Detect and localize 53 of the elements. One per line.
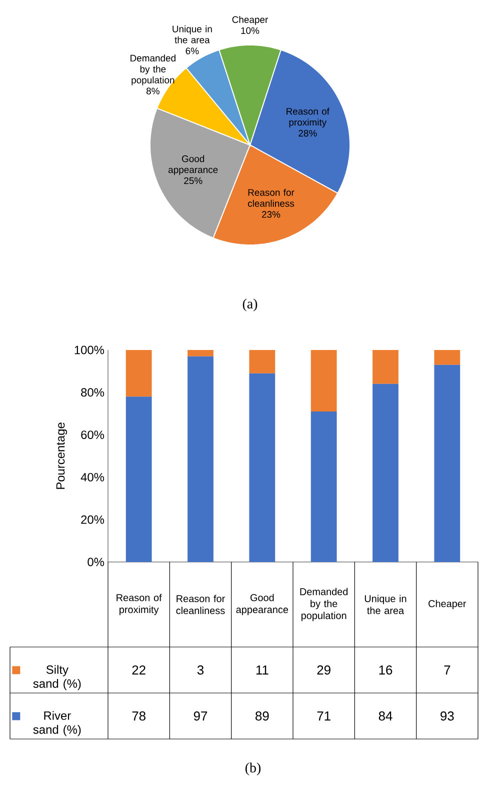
data-label: 25% [184, 177, 202, 184]
bar [126, 350, 152, 397]
data-label: 6% [186, 48, 199, 54]
data-label: 23% [262, 211, 280, 218]
data-label: 16 [379, 665, 392, 675]
slice-label: Cheaper [232, 16, 268, 25]
data-label: 7 [444, 666, 450, 674]
slice-label: Reason of proximity [286, 108, 330, 128]
data-label: 97 [194, 711, 208, 721]
data-label: 29 [317, 665, 330, 675]
x-tick-label: Demanded by the population [300, 588, 348, 622]
bar [249, 373, 276, 562]
bar [310, 411, 337, 562]
legend-label: River sand (%) [33, 711, 81, 736]
data-label: 11 [256, 666, 268, 674]
bar [249, 350, 276, 374]
data-label: 84 [378, 711, 392, 721]
y-tick-label: 60% [81, 430, 104, 440]
y-tick-label: 0% [88, 558, 104, 566]
data-label: 22 [132, 665, 146, 675]
x-tick-label: Cheaper [428, 600, 466, 610]
y-axis-title: Pourcentage [56, 422, 68, 489]
data-label: 28% [298, 130, 317, 137]
x-tick-label: Reason for cleanliness [176, 594, 225, 614]
bar [188, 356, 214, 562]
x-tick-label: Good appearance [236, 594, 288, 616]
slice-label: Good appearance [168, 155, 218, 175]
data-label: 93 [440, 711, 454, 721]
x-tick-label: Reason of proximity [116, 594, 162, 616]
data-label: 10% [241, 27, 260, 34]
bar [372, 350, 398, 384]
bar [310, 350, 337, 412]
data-label: 3 [197, 665, 204, 675]
bar [372, 384, 398, 562]
data-label: 8% [146, 88, 160, 94]
y-tick-label: 20% [81, 515, 104, 524]
slice-label: Reason for cleanliness [248, 188, 294, 207]
bar [188, 350, 214, 356]
bar [126, 396, 152, 562]
data-label: 71 [317, 712, 330, 720]
y-tick-label: 40% [80, 472, 104, 482]
x-tick-label: Unique in the area [364, 594, 406, 614]
legend-label: Silty sand (%) [33, 665, 81, 690]
y-tick-label: 80% [81, 388, 104, 397]
text: (a) [242, 298, 258, 312]
text: (b) [245, 762, 261, 776]
slice-label: Demanded by the population [130, 54, 176, 86]
bar [434, 364, 460, 562]
data-label: 78 [132, 711, 146, 721]
slice-label: Unique in the area [172, 25, 212, 44]
y-tick-label: 100% [74, 346, 104, 354]
data-label: 89 [256, 711, 269, 721]
bar [434, 350, 460, 365]
